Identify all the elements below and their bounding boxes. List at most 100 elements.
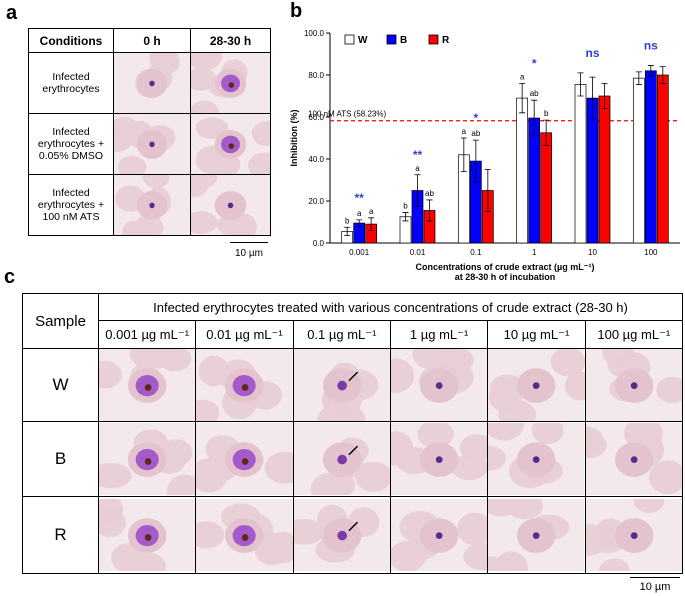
scale-label: 10 µm bbox=[235, 248, 263, 259]
parasite bbox=[435, 456, 443, 464]
micrograph bbox=[293, 499, 390, 572]
parasite bbox=[149, 141, 155, 148]
bar bbox=[516, 97, 529, 244]
parasite bbox=[435, 532, 443, 540]
bar bbox=[632, 77, 645, 244]
significance-mark: ns bbox=[644, 39, 658, 53]
significance-letter: a bbox=[462, 127, 467, 136]
parasite bbox=[337, 530, 347, 541]
parasite bbox=[533, 532, 540, 540]
micrograph bbox=[191, 175, 270, 235]
column-header: 100 µg mL⁻¹ bbox=[584, 320, 684, 349]
x-tick-label: 100 bbox=[644, 248, 658, 257]
error-bar bbox=[356, 219, 363, 227]
erythrocyte bbox=[251, 121, 270, 146]
erythrocyte bbox=[191, 211, 218, 235]
x-tick-label: 10 bbox=[588, 248, 597, 257]
reference-label: 100 nM ATS (58.23%) bbox=[308, 110, 386, 119]
pigment bbox=[144, 384, 152, 391]
erythrocyte bbox=[417, 423, 454, 449]
column-header: 0.01 µg mL⁻¹ bbox=[195, 320, 294, 349]
micrograph bbox=[585, 349, 682, 422]
erythrocyte bbox=[494, 551, 529, 572]
legend-label: B bbox=[400, 35, 407, 46]
row-label: Infected erythrocytes + 0.05% DMSO bbox=[28, 113, 114, 175]
pigment bbox=[242, 534, 249, 542]
error-bar bbox=[472, 139, 479, 183]
erythrocyte bbox=[390, 358, 415, 393]
erythrocyte bbox=[488, 423, 525, 441]
erythrocyte bbox=[142, 175, 170, 189]
bar bbox=[528, 117, 541, 244]
error-bar bbox=[635, 71, 642, 85]
micrograph bbox=[99, 349, 196, 422]
erythrocyte bbox=[141, 349, 177, 369]
erythrocyte bbox=[585, 426, 604, 455]
header: Infected erythrocytes treated with vario… bbox=[98, 293, 683, 321]
erythrocyte bbox=[459, 434, 488, 462]
significance-letter: b bbox=[403, 202, 408, 211]
significance-mark: ** bbox=[354, 191, 364, 205]
panel-label: c bbox=[4, 266, 16, 288]
erythrocyte bbox=[488, 445, 507, 471]
erythrocyte bbox=[319, 472, 355, 496]
bar bbox=[574, 84, 587, 244]
erythrocyte bbox=[532, 423, 564, 445]
erythrocyte bbox=[463, 543, 488, 571]
significance-letter: ab bbox=[425, 189, 434, 198]
parasite bbox=[227, 202, 234, 209]
erythrocyte bbox=[114, 125, 133, 152]
significance-letter: a bbox=[369, 207, 374, 216]
micrograph bbox=[585, 499, 682, 572]
parasite bbox=[337, 454, 347, 465]
error-bar bbox=[647, 65, 654, 77]
header: 28-30 h bbox=[190, 28, 271, 53]
pigment bbox=[144, 458, 152, 466]
erythrocyte bbox=[565, 371, 585, 401]
y-tick-label: 40.0 bbox=[308, 155, 324, 164]
scale-bar bbox=[630, 577, 680, 578]
erythrocyte bbox=[160, 439, 193, 467]
significance-mark: ns bbox=[585, 46, 599, 60]
significance-letter: a bbox=[357, 209, 362, 218]
micrograph bbox=[293, 423, 390, 496]
error-bar bbox=[402, 212, 409, 222]
micrograph bbox=[390, 499, 488, 572]
row-label: Infected erythrocytes bbox=[28, 52, 114, 114]
bar bbox=[598, 95, 611, 244]
micrograph bbox=[196, 499, 293, 572]
micrograph bbox=[293, 349, 390, 422]
error-bar bbox=[519, 83, 526, 114]
erythrocyte bbox=[99, 463, 132, 489]
parasite bbox=[435, 382, 443, 389]
parasite bbox=[337, 380, 347, 391]
parasite bbox=[630, 382, 638, 389]
y-tick-label: 60.0 bbox=[308, 113, 324, 122]
erythrocyte bbox=[150, 53, 180, 75]
erythrocyte bbox=[648, 460, 682, 495]
erythrocyte bbox=[488, 499, 521, 517]
parasite bbox=[533, 382, 540, 389]
error-bar bbox=[368, 217, 375, 231]
erythrocyte bbox=[191, 175, 218, 188]
erythrocyte bbox=[133, 215, 164, 235]
column-header: 10 µg mL⁻¹ bbox=[487, 320, 586, 349]
panel-label: b bbox=[290, 0, 303, 22]
significance-mark: * bbox=[532, 56, 537, 70]
significance-letter: ab bbox=[530, 89, 539, 98]
significance-mark: ** bbox=[413, 148, 423, 162]
panel-a-table: Conditions 0 h 28-30 h Infected erythrocyt… bbox=[28, 28, 271, 236]
arrow bbox=[348, 445, 358, 456]
erythrocyte bbox=[254, 533, 289, 566]
erythrocyte bbox=[271, 453, 293, 482]
error-bar bbox=[484, 169, 491, 212]
significance-mark: * bbox=[473, 111, 478, 125]
erythrocyte bbox=[248, 152, 270, 174]
error-bar bbox=[426, 199, 433, 222]
bar bbox=[656, 74, 669, 244]
bar bbox=[586, 97, 599, 244]
micrograph bbox=[390, 349, 488, 422]
erythrocyte bbox=[655, 376, 682, 404]
